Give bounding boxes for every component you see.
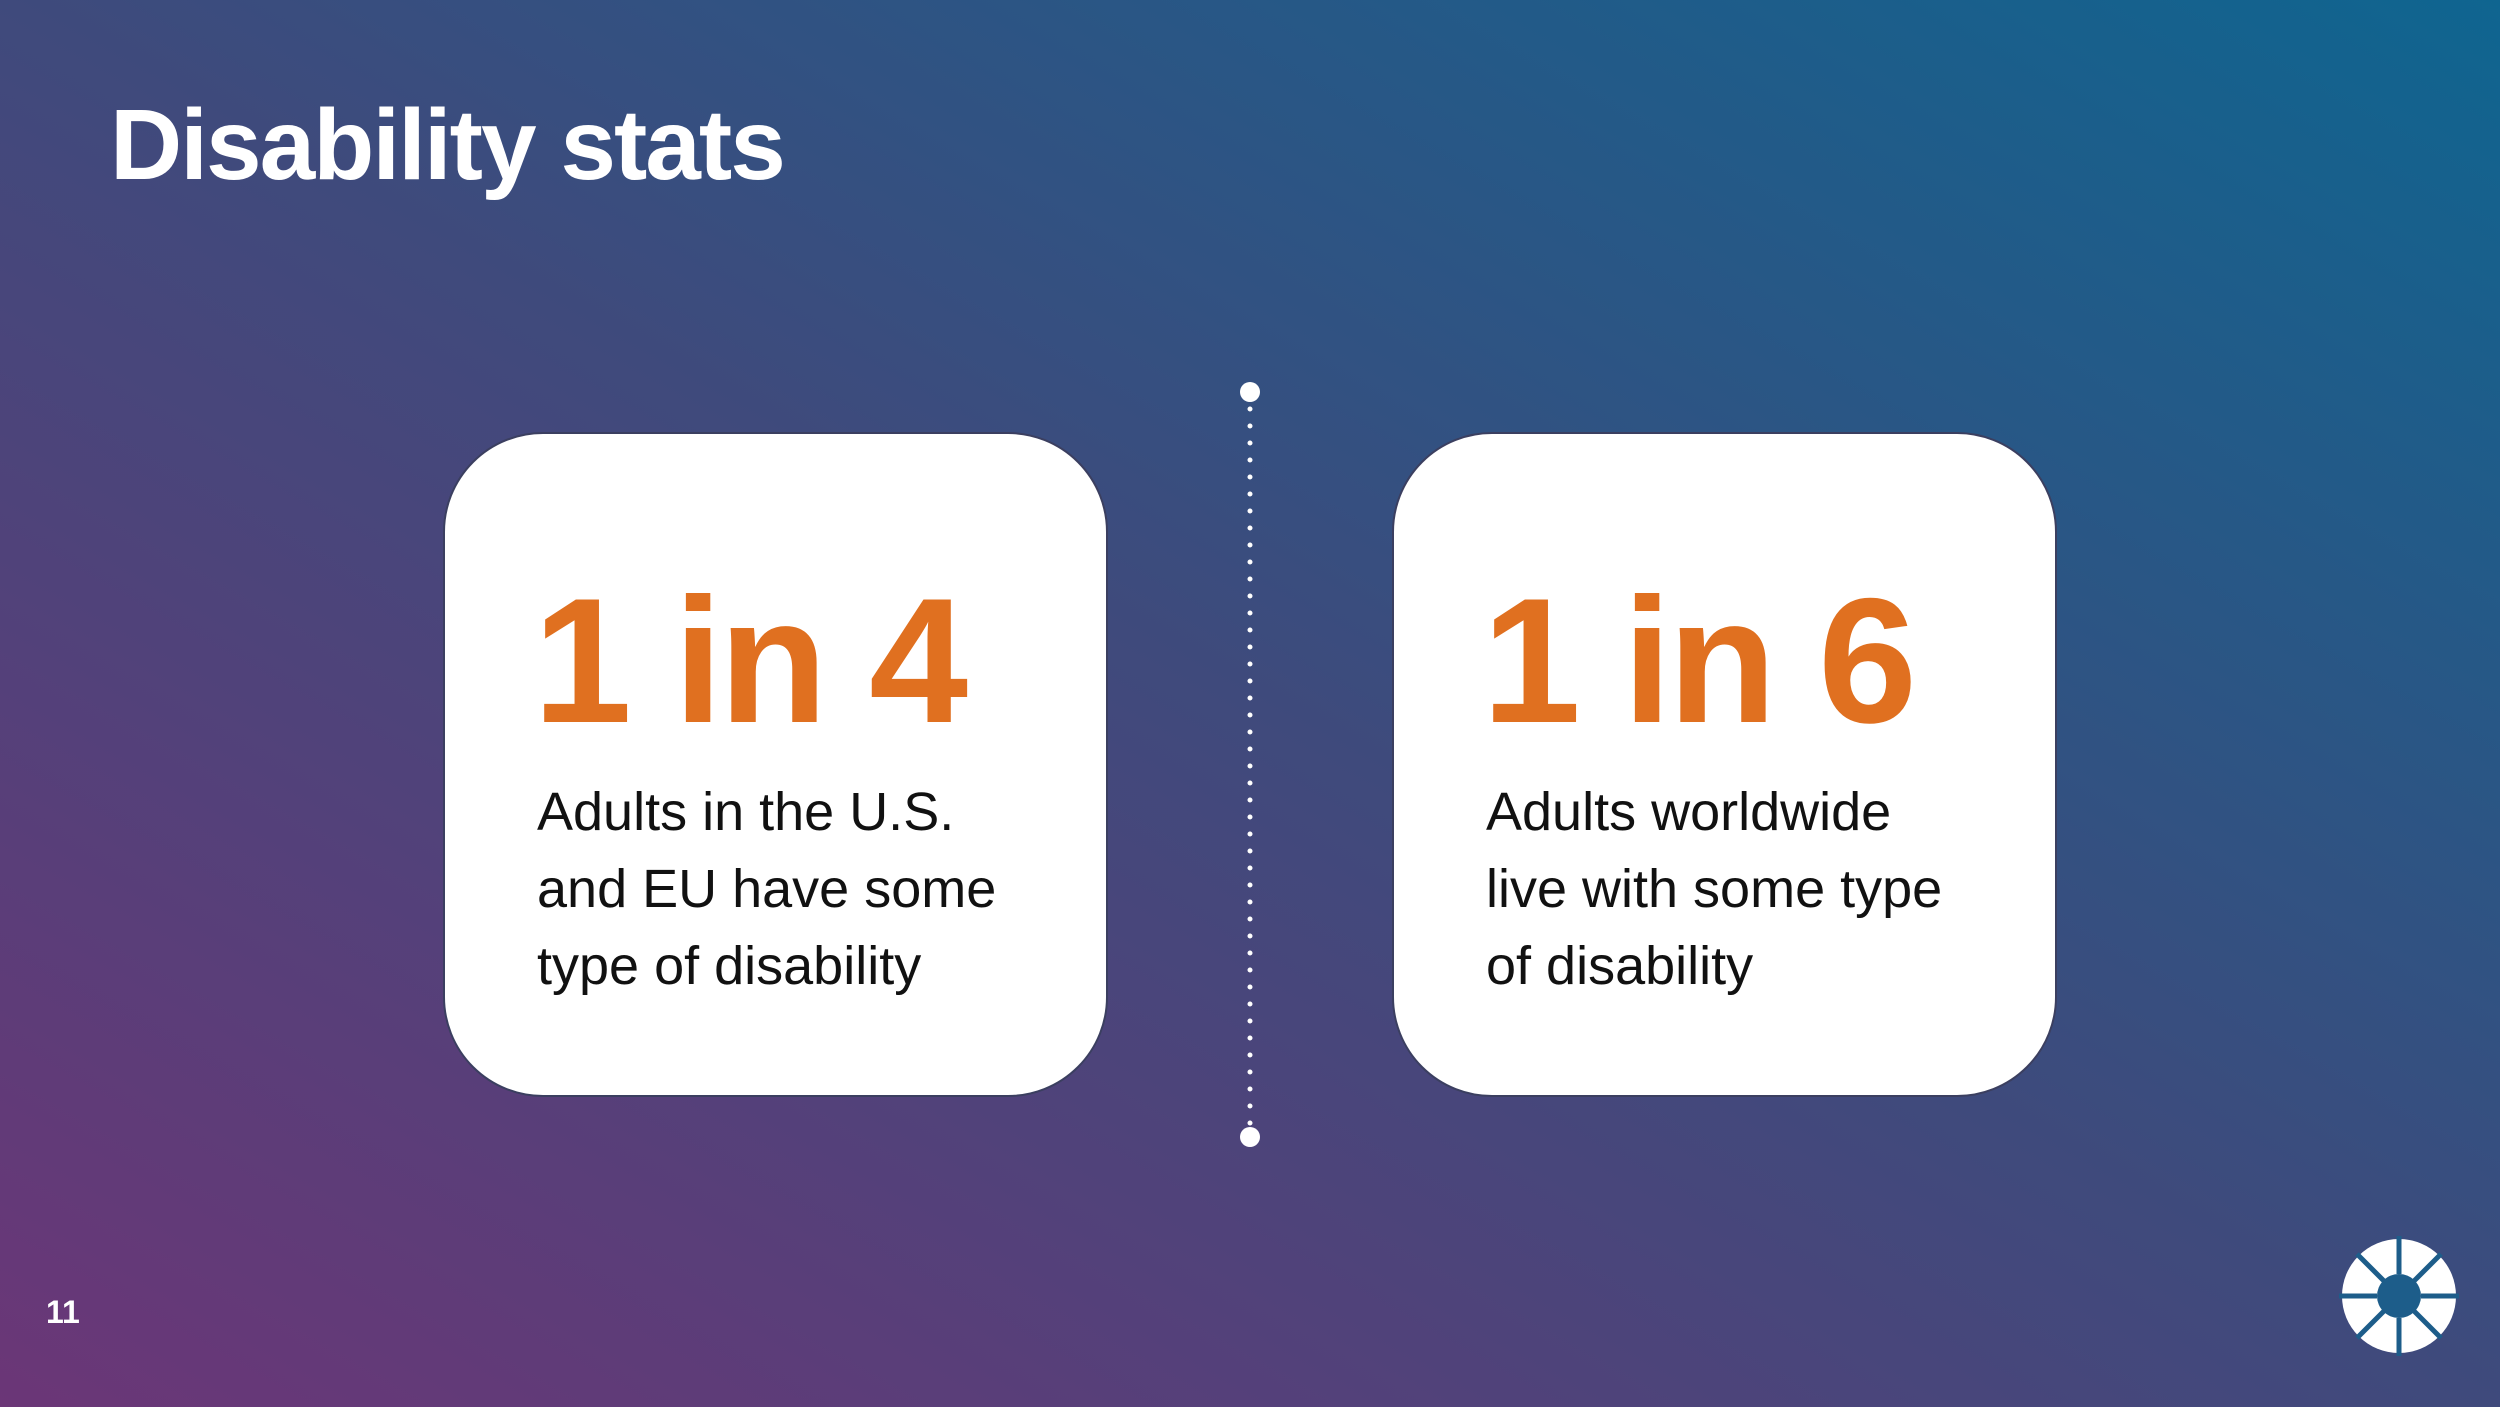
stat-card: 1 in 6 Adults worldwide live with some typ… [1392, 432, 2057, 1097]
description-line: Adults worldwide [1486, 782, 1892, 842]
logo [2339, 1236, 2459, 1356]
divider-dot [1240, 382, 1260, 402]
stat-description: Adults worldwide live with some type of di… [1486, 774, 1942, 1005]
slide-title: Disability stats [110, 89, 786, 201]
page-number: 11 [46, 1294, 80, 1330]
description-line: type of disability [537, 936, 922, 996]
description-line: Adults in the U.S. [537, 782, 955, 842]
stat-description: Adults in the U.S. and EU have some type o… [537, 774, 996, 1005]
stat-value: 1 in 6 [1482, 561, 1917, 760]
stat-card: 1 in 4 Adults in the U.S. and EU have some… [443, 432, 1108, 1097]
stat-value: 1 in 4 [533, 561, 968, 760]
divider-dot [1240, 1127, 1260, 1147]
description-line: and EU have some [537, 859, 997, 919]
description-line: of disability [1486, 936, 1754, 996]
description-line: live with some type [1486, 859, 1943, 919]
